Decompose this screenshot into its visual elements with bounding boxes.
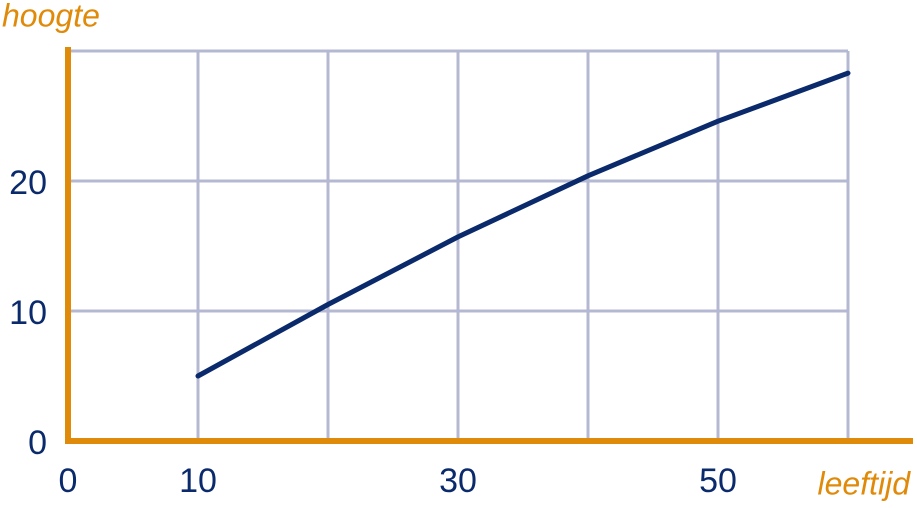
x-tick-label: 50 [699,462,737,500]
x-tick-label: 10 [179,462,217,500]
x-tick-label: 0 [59,462,78,500]
y-tick-label: 0 [28,424,47,462]
line [195,70,851,379]
x-axis-label: leeftijd [818,465,912,501]
y-axis-label: hoogte [2,0,100,33]
y-tick-label: 20 [9,164,47,202]
x-tick-label: 30 [439,462,477,500]
y-tick-label: 10 [9,294,47,332]
